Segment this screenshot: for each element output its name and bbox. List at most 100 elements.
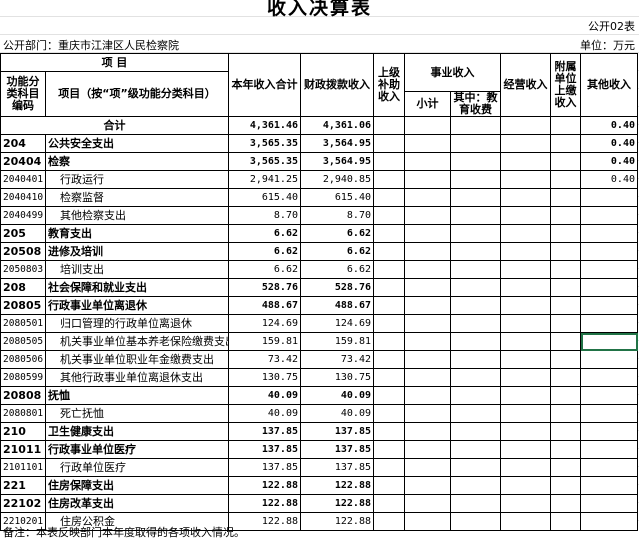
table-cell: 488.67 <box>300 296 374 315</box>
table-cell <box>550 386 581 405</box>
table-cell <box>373 332 405 351</box>
table-cell <box>550 116 581 135</box>
table-cell <box>373 368 405 387</box>
table-cell <box>500 404 551 423</box>
table-cell <box>500 332 551 351</box>
table-row: 2040410 检察监督 615.40 615.40 <box>0 188 638 207</box>
table-cell <box>450 116 501 135</box>
table-cell: 137.85 <box>300 458 374 477</box>
table-cell <box>500 512 551 531</box>
table-cell: 22102 <box>0 494 46 513</box>
form-number: 公开02表 <box>588 20 635 33</box>
table-cell: 2080501 <box>0 314 46 333</box>
table-cell <box>580 404 638 423</box>
table-cell <box>580 242 638 261</box>
table-cell <box>450 494 501 513</box>
table-cell: 2210201 <box>0 512 46 531</box>
table-cell <box>404 494 451 513</box>
table-cell: 73.42 <box>300 350 374 369</box>
table-cell <box>404 242 451 261</box>
table-cell <box>550 458 581 477</box>
table-cell: 8.70 <box>300 206 374 225</box>
table-cell: 6.62 <box>228 260 301 279</box>
table-cell: 159.81 <box>300 332 374 351</box>
table-cell <box>450 206 501 225</box>
table-cell <box>450 440 501 459</box>
table-cell <box>500 242 551 261</box>
unit: 单位：万元 <box>580 39 635 52</box>
table-cell <box>404 134 451 153</box>
table-cell: 528.76 <box>300 278 374 297</box>
table-row: 2040499 其他检察支出 8.70 8.70 <box>0 206 638 225</box>
table-row: 210 卫生健康支出 137.85 137.85 <box>0 422 638 441</box>
header-cell: 附属单位上缴收入 <box>550 53 581 117</box>
table-cell <box>373 512 405 531</box>
note: 备注：本表反映部门本年度取得的各项收入情况。 <box>3 526 245 539</box>
table-cell: 159.81 <box>228 332 301 351</box>
table-cell: 122.88 <box>228 494 301 513</box>
table-cell <box>373 440 405 459</box>
table-cell: 住房保障支出 <box>45 476 229 495</box>
table-cell: 检察监督 <box>45 188 229 207</box>
table-cell <box>373 206 405 225</box>
table-cell: 137.85 <box>300 440 374 459</box>
table-cell <box>500 350 551 369</box>
table-cell <box>450 278 501 297</box>
table-row: 208 社会保障和就业支出 528.76 528.76 <box>0 278 638 297</box>
table-cell <box>404 440 451 459</box>
table-cell: 0.40 <box>580 170 638 189</box>
table-cell <box>550 404 581 423</box>
table-cell: 122.88 <box>300 512 374 531</box>
table-cell <box>373 494 405 513</box>
table-cell <box>550 188 581 207</box>
table-header: 项 目 本年收入合计 财政拨款收入 上级补助收入 事业收入 经营收入 附属单位上… <box>0 53 638 117</box>
table-row: 20508 进修及培训 6.62 6.62 <box>0 242 638 261</box>
table-cell: 6.62 <box>300 242 374 261</box>
header-cell: 其中：教育收费 <box>450 91 501 117</box>
table-cell <box>450 386 501 405</box>
table-cell: 40.09 <box>300 404 374 423</box>
table-cell <box>373 476 405 495</box>
table-cell: 615.40 <box>228 188 301 207</box>
table-cell <box>580 458 638 477</box>
header-cell: 功能分类科目编码 <box>0 71 46 117</box>
table-cell: 20808 <box>0 386 46 405</box>
table-cell: 205 <box>0 224 46 243</box>
table-cell <box>500 116 551 135</box>
table-cell <box>550 278 581 297</box>
table-cell <box>373 260 405 279</box>
table-cell <box>550 206 581 225</box>
table-cell: 20404 <box>0 152 46 171</box>
table-cell <box>404 422 451 441</box>
table-cell: 73.42 <box>228 350 301 369</box>
table-cell: 6.62 <box>228 224 301 243</box>
table-cell <box>580 494 638 513</box>
table-cell <box>580 314 638 333</box>
table-cell: 528.76 <box>228 278 301 297</box>
table-cell <box>450 296 501 315</box>
table-cell: 合计 <box>0 116 229 135</box>
table-cell <box>404 458 451 477</box>
table-cell: 其他行政事业单位离退休支出 <box>45 368 229 387</box>
table-cell <box>580 224 638 243</box>
table-cell <box>373 242 405 261</box>
table-cell: 615.40 <box>300 188 374 207</box>
table-row: 204 公共安全支出 3,565.35 3,564.95 0.40 <box>0 134 638 153</box>
table-cell <box>373 134 405 153</box>
table-cell <box>500 260 551 279</box>
table-cell <box>450 134 501 153</box>
table-cell: 住房公积金 <box>45 512 229 531</box>
header-cell: 上级补助收入 <box>373 53 405 117</box>
table-cell <box>500 134 551 153</box>
table-cell: 122.88 <box>228 512 301 531</box>
table-cell: 4,361.46 <box>228 116 301 135</box>
table-cell: 归口管理的行政单位离退休 <box>45 314 229 333</box>
table-cell: 2040410 <box>0 188 46 207</box>
table-cell: 2040401 <box>0 170 46 189</box>
table-cell: 教育支出 <box>45 224 229 243</box>
table-cell <box>450 260 501 279</box>
table-cell: 210 <box>0 422 46 441</box>
table-cell <box>500 152 551 171</box>
table-cell: 6.62 <box>300 260 374 279</box>
table-cell <box>550 170 581 189</box>
